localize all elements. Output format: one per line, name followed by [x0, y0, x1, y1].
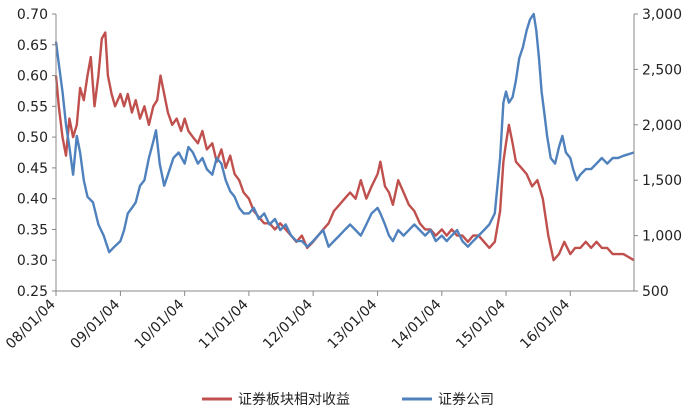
right-tick-label: 2,500	[642, 62, 682, 78]
left-tick-label: 0.30	[17, 253, 48, 269]
right-tick-label: 1,000	[642, 229, 682, 245]
x-tick-label: 10/01/04	[132, 296, 188, 352]
right-tick-label: 3,000	[642, 7, 682, 23]
x-tick-label: 16/01/04	[517, 296, 573, 352]
legend-label: 证券公司	[438, 392, 494, 408]
left-tick-label: 0.70	[17, 7, 48, 23]
series-line-securities	[54, 12, 635, 254]
x-tick-label: 08/01/04	[3, 296, 59, 352]
left-tick-label: 0.65	[17, 38, 48, 54]
x-tick-label: 14/01/04	[389, 296, 445, 352]
right-tick-label: 500	[642, 284, 669, 300]
plot-area	[54, 12, 635, 262]
x-tick-label: 11/01/04	[196, 296, 252, 352]
legend-label: 证券板块相对收益	[238, 392, 350, 408]
legend: 证券板块相对收益 证券公司	[202, 392, 494, 408]
x-tick-label: 12/01/04	[260, 296, 316, 352]
x-axis-ticks: 08/01/04 09/01/04 10/01/04 11/01/04 12/01/04…	[3, 291, 573, 352]
x-tick-label: 09/01/04	[67, 296, 123, 352]
right-tick-label: 2,000	[642, 118, 682, 134]
left-tick-label: 0.60	[17, 69, 48, 85]
left-tick-label: 0.50	[17, 130, 48, 146]
axes	[55, 14, 635, 292]
series-line-relative-return	[54, 31, 635, 262]
left-tick-label: 0.25	[17, 284, 48, 300]
left-axis-ticks: 0.25 0.30 0.35 0.40 0.45 0.50 0.55 0.60 0.65 0.70	[17, 7, 56, 300]
left-tick-label: 0.35	[17, 222, 48, 238]
right-axis-ticks: 500 1,000 1,500 2,000 2,500 3,000	[634, 7, 682, 300]
x-tick-label: 13/01/04	[325, 296, 381, 352]
x-tick-label: 15/01/04	[453, 296, 509, 352]
right-tick-label: 1,500	[642, 173, 682, 189]
left-tick-label: 0.55	[17, 99, 48, 115]
left-tick-label: 0.40	[17, 192, 48, 208]
left-tick-label: 0.45	[17, 161, 48, 177]
